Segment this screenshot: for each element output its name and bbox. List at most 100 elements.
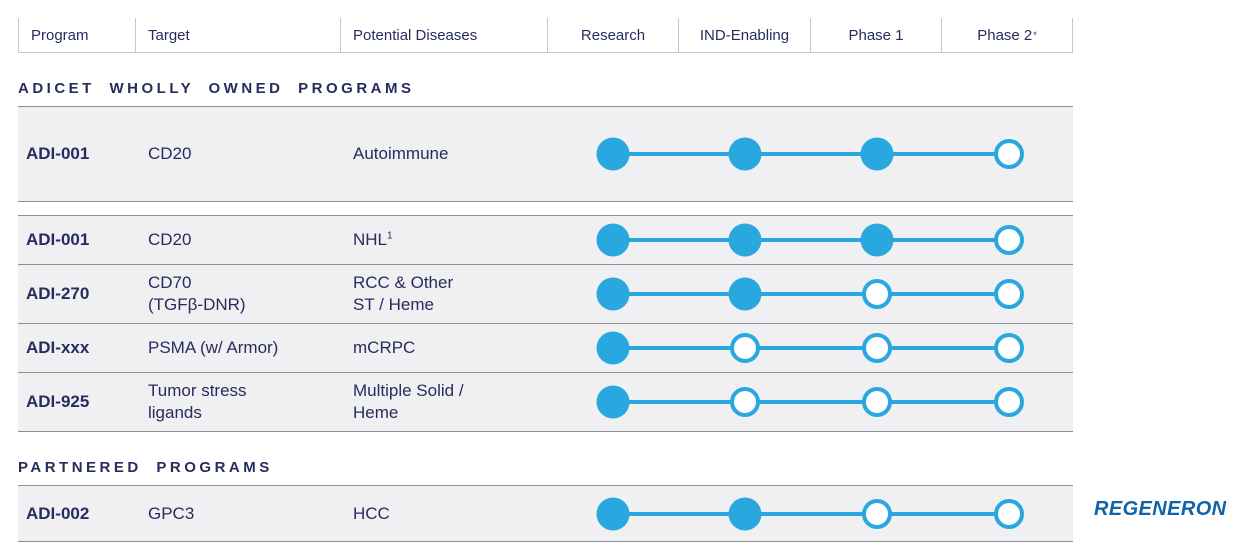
column-header-research: Research: [547, 18, 678, 52]
program-name: ADI-001: [26, 144, 90, 163]
row-block: ADI-002 GPC3 HCC: [18, 485, 1073, 542]
target-cell: CD20: [135, 222, 340, 258]
stage-connector-line: [612, 346, 1009, 350]
program-row: ADI-001 CD20 Autoimmune: [18, 106, 1073, 201]
target-line: PSMA (w/ Armor): [148, 338, 279, 357]
section-title: PARTNERED PROGRAMS: [18, 459, 273, 476]
stage-dot-phase-2-open: [993, 139, 1024, 169]
stage-dot-phase-1-filled: [860, 223, 893, 257]
stage-dot-phase-2-open: [993, 279, 1024, 309]
disease-line: Heme: [353, 402, 543, 424]
stage-dot-research-filled: [596, 385, 629, 419]
disease-text: Autoimmune: [353, 144, 449, 163]
program-name: ADI-xxx: [26, 338, 90, 357]
program-name: ADI-270: [26, 284, 90, 303]
stage-timeline: [547, 216, 1073, 264]
disease-text: NHL: [353, 230, 388, 249]
target-cell: GPC3: [135, 496, 340, 532]
stage-dot-research-filled: [596, 497, 629, 530]
column-header-label: Phase 1: [848, 26, 904, 44]
pipeline-table: Program Target Potential Diseases Research I…: [18, 18, 1073, 542]
column-header-label: Phase 2: [977, 26, 1033, 44]
disease-line: Autoimmune: [353, 143, 543, 165]
diseases-cell: NHL1: [340, 222, 547, 258]
stage-dot-phase-2-open: [993, 498, 1024, 529]
stage-dot-ind-enabling-filled: [728, 497, 761, 530]
program-cell: ADI-001: [18, 136, 135, 172]
stage-timeline: [547, 486, 1073, 541]
stage-dot-phase-2-open: [993, 333, 1024, 363]
stage-dot-ind-enabling-open: [729, 387, 760, 417]
stage-timeline: [547, 324, 1073, 372]
column-header-phase-1: Phase 1: [810, 18, 941, 52]
column-header-label: IND-Enabling: [699, 26, 790, 44]
stage-dot-ind-enabling-open: [729, 333, 760, 363]
stage-connector-line: [612, 152, 1009, 156]
stage-dot-phase-1-open: [861, 498, 892, 529]
stage-dot-phase-2-open: [993, 387, 1024, 417]
program-row: ADI-002 GPC3 HCC: [18, 485, 1073, 541]
program-row: ADI-925 Tumor stress ligands Multiple Solid…: [18, 372, 1073, 431]
target-line: CD70: [148, 273, 192, 292]
column-header-label: Program: [31, 26, 89, 44]
stage-connector-line: [612, 238, 1009, 242]
disease-text: Heme: [353, 403, 399, 422]
disease-text: ST / Heme: [353, 295, 434, 314]
stage-timeline: [547, 373, 1073, 431]
stage-dot-phase-1-open: [861, 279, 892, 309]
disease-text: mCRPC: [353, 338, 416, 357]
row-block: ADI-001 CD20 NHL1 ADI-270 CD70 (TGFβ-DNR) RCC …: [18, 215, 1073, 432]
stage-dot-research-filled: [596, 331, 629, 365]
stage-dot-phase-1-filled: [860, 137, 893, 171]
column-header-label: Research: [580, 26, 646, 44]
row-block: ADI-001 CD20 Autoimmune: [18, 106, 1073, 202]
stage-dot-ind-enabling-filled: [728, 137, 761, 171]
column-header-potential-diseases: Potential Diseases: [340, 18, 547, 52]
stage-dot-ind-enabling-filled: [728, 223, 761, 257]
stage-dot-research-filled: [596, 277, 629, 311]
section-title: ADICET WHOLLY OWNED PROGRAMS: [18, 80, 415, 97]
target-line: (TGFβ-DNR): [148, 295, 246, 314]
program-cell: ADI-001: [18, 222, 135, 258]
program-cell: ADI-002: [18, 496, 135, 532]
target-cell: PSMA (w/ Armor): [135, 330, 340, 366]
disease-line: mCRPC: [353, 337, 543, 359]
program-name: ADI-925: [26, 392, 90, 411]
column-header-program: Program: [18, 18, 135, 52]
target-line: CD20: [148, 230, 192, 249]
target-cell: CD20: [135, 136, 340, 172]
stage-dot-research-filled: [596, 137, 629, 171]
program-name: ADI-001: [26, 230, 90, 249]
target-cell: Tumor stress ligands: [135, 373, 340, 431]
target-line: GPC3: [148, 503, 195, 523]
target-cell: CD70 (TGFβ-DNR): [135, 265, 340, 323]
disease-line: RCC & Other: [353, 272, 543, 294]
stage-connector-line: [612, 292, 1009, 296]
diseases-cell: Autoimmune: [340, 136, 547, 172]
stage-connector-line: [612, 511, 1009, 516]
diseases-cell: HCC: [340, 496, 547, 532]
disease-text: RCC & Other: [353, 273, 454, 292]
disease-line: Multiple Solid /: [353, 380, 543, 402]
disease-text: Multiple Solid /: [353, 381, 464, 400]
program-row: ADI-xxx PSMA (w/ Armor) mCRPC: [18, 323, 1073, 372]
diseases-cell: Multiple Solid / Heme: [340, 373, 547, 431]
stage-timeline: [547, 265, 1073, 323]
column-header-label: Target: [148, 26, 190, 44]
stage-dot-research-filled: [596, 223, 629, 257]
column-header-label: Potential Diseases: [353, 26, 478, 44]
header-row: Program Target Potential Diseases Research I…: [18, 18, 1073, 53]
disease-footnote-sup: 1: [387, 230, 393, 242]
pipeline-section: PARTNERED PROGRAMS ADI-002 GPC3 HCC: [18, 459, 1073, 542]
program-cell: ADI-xxx: [18, 330, 135, 366]
column-header-target: Target: [135, 18, 340, 52]
stage-dot-phase-1-open: [861, 333, 892, 363]
disease-line: ST / Heme: [353, 294, 543, 316]
target-line: Tumor stress: [148, 381, 247, 400]
diseases-cell: mCRPC: [340, 330, 547, 366]
diseases-cell: RCC & Other ST / Heme: [340, 265, 547, 323]
target-line: ligands: [148, 403, 202, 422]
pipeline-section: ADICET WHOLLY OWNED PROGRAMS ADI-001 CD20 A…: [18, 80, 1073, 432]
stage-dot-phase-2-open: [993, 225, 1024, 255]
